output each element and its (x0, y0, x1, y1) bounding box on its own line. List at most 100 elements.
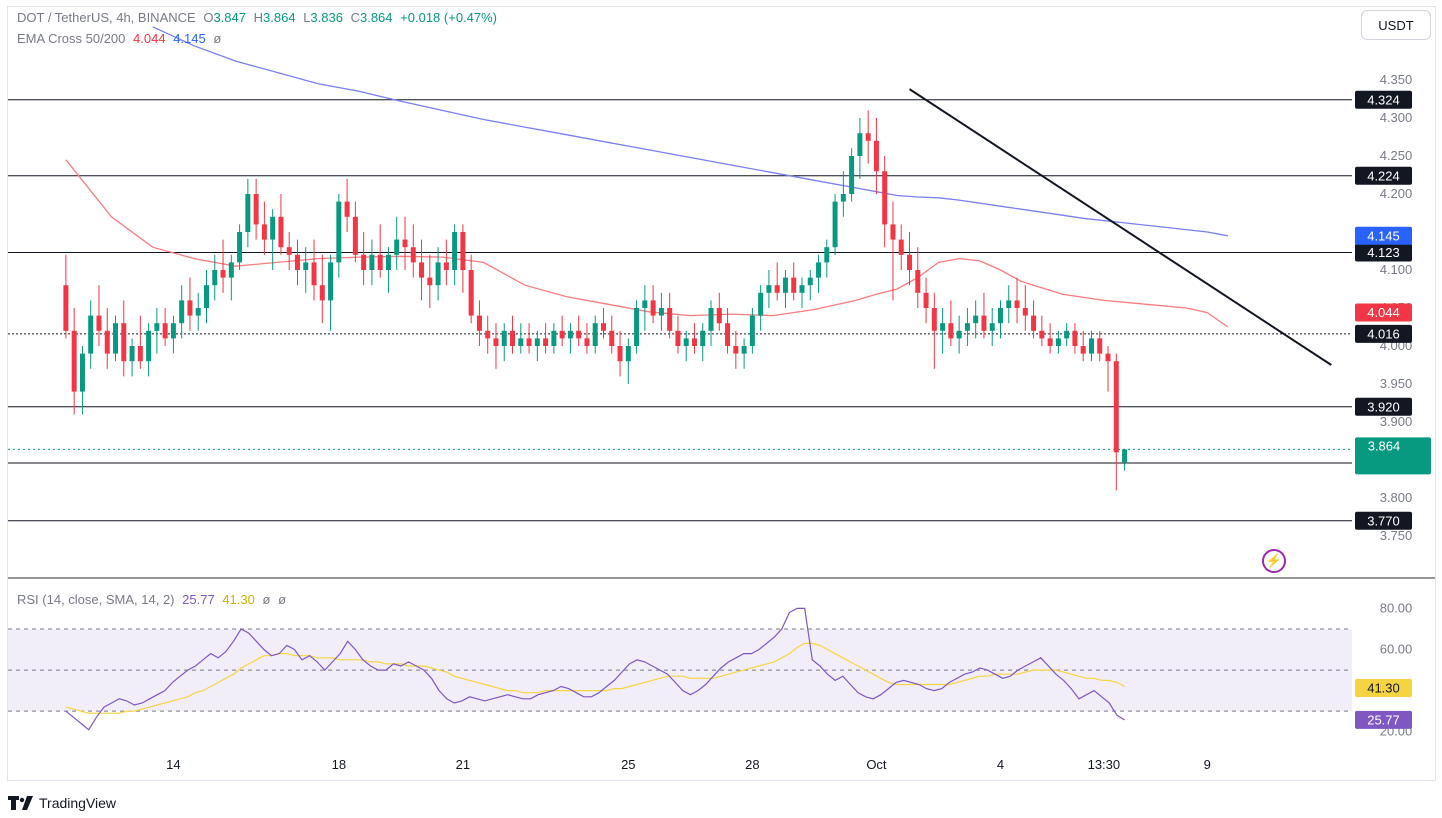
candle-body (443, 262, 449, 270)
candle-body (228, 262, 234, 278)
candle-body (840, 194, 846, 202)
candle-body (849, 156, 855, 194)
candle-body (427, 277, 433, 286)
candle-body (88, 315, 94, 354)
candle-body (923, 292, 929, 308)
candle-body (700, 330, 706, 346)
ema200-axis-label: 4.145 (1367, 228, 1400, 243)
candle-body (584, 338, 590, 346)
rsi-tick-label: 60.00 (1380, 642, 1413, 657)
change-value: +0.018 (+0.47%) (400, 10, 498, 25)
candle-body (658, 308, 664, 316)
high-label: H (253, 10, 264, 25)
candle-body (791, 277, 797, 293)
time-tick-label: 14 (166, 757, 180, 772)
candle-body (311, 262, 317, 286)
price-tick-label: 3.900 (1380, 414, 1413, 429)
candle-body (510, 330, 516, 346)
ema-legend-label: EMA Cross 50/200 (17, 31, 126, 46)
tradingview-brand[interactable]: TradingView (8, 795, 116, 811)
rsi-line (65, 607, 1125, 731)
price-tick-label: 4.250 (1380, 148, 1413, 163)
candle-body (625, 346, 631, 362)
time-tick-label: 21 (456, 757, 470, 772)
candle-body (683, 338, 689, 346)
candle-body (261, 224, 267, 240)
time-tick-label: 4 (997, 757, 1004, 772)
candle-body (344, 201, 350, 217)
ema50-axis-label: 4.044 (1367, 305, 1400, 320)
candle-body (1088, 338, 1094, 354)
currency-button[interactable]: USDT (1361, 10, 1431, 40)
candle-body (807, 277, 813, 286)
candle-body (543, 338, 549, 346)
candle-body (203, 285, 209, 308)
candle-body (873, 140, 879, 172)
candle-body (476, 315, 482, 331)
level-label-bg (1355, 90, 1412, 109)
rsi-axis-label: 25.77 (1367, 712, 1400, 727)
lightning-icon[interactable]: ⚡ (1262, 549, 1286, 573)
candle-body (501, 330, 507, 346)
candle-body (551, 330, 557, 346)
level-label-bg (1355, 511, 1412, 530)
rsi-hidden-icon-2[interactable]: ø (278, 592, 287, 607)
candle-body (187, 300, 193, 316)
price-tick-label: 4.350 (1380, 72, 1413, 87)
rsi-hidden-icon-1[interactable]: ø (262, 592, 271, 607)
symbol-legend: DOT / TetherUS, 4h, BINANCE O3.847 H3.86… (17, 10, 501, 25)
candle-body (1022, 308, 1028, 316)
candle-body (1031, 315, 1037, 331)
symbol-title: DOT / TetherUS, 4h, BINANCE (17, 10, 196, 25)
candle-body (253, 194, 259, 225)
candle-body (749, 315, 755, 346)
candle-body (154, 323, 160, 331)
ema200-axis-label-bg (1355, 226, 1412, 245)
candle-body (170, 323, 176, 339)
candle-body (394, 239, 400, 255)
candle-body (129, 346, 135, 362)
ema200-value: 4.145 (173, 31, 206, 46)
candle-body (600, 323, 606, 331)
candle-body (179, 300, 185, 324)
time-tick-label: 25 (621, 757, 635, 772)
candle-body (468, 270, 474, 316)
candle-body (973, 315, 979, 324)
level-label: 3.770 (1367, 513, 1400, 528)
open-value: 3.847 (213, 10, 246, 25)
low-label: L (303, 10, 311, 25)
candle-body (526, 338, 532, 346)
price-tick-label: 4.200 (1380, 186, 1413, 201)
candle-body (948, 323, 954, 339)
candle-body (940, 323, 946, 331)
candle-body (989, 323, 995, 331)
time-tick-label: 28 (745, 757, 759, 772)
candle-body (816, 262, 822, 278)
candle-body (493, 338, 499, 346)
candle-body (1113, 361, 1119, 453)
rsi-axis-label-bg (1355, 710, 1412, 729)
candle-body (758, 292, 764, 316)
candle-body (725, 323, 731, 346)
candle-body (435, 262, 441, 286)
candle-body (766, 285, 772, 293)
candle-body (997, 308, 1003, 324)
candle-body (328, 262, 334, 301)
close-label: C (350, 10, 360, 25)
candle-body (907, 254, 913, 270)
candle-body (460, 232, 466, 270)
candle-body (1055, 338, 1061, 346)
candle-body (361, 254, 367, 270)
brand-name: TradingView (39, 795, 117, 811)
candle-body (642, 300, 648, 308)
price-tick-label: 3.800 (1380, 490, 1413, 505)
candle-body (733, 346, 739, 354)
candle-body (220, 270, 226, 278)
ema-hidden-icon[interactable]: ø (213, 31, 222, 46)
high-value: 3.864 (263, 10, 296, 25)
candle-body (782, 277, 788, 293)
candle-body (799, 285, 805, 293)
candle-body (882, 171, 888, 225)
level-label: 4.224 (1367, 168, 1400, 183)
